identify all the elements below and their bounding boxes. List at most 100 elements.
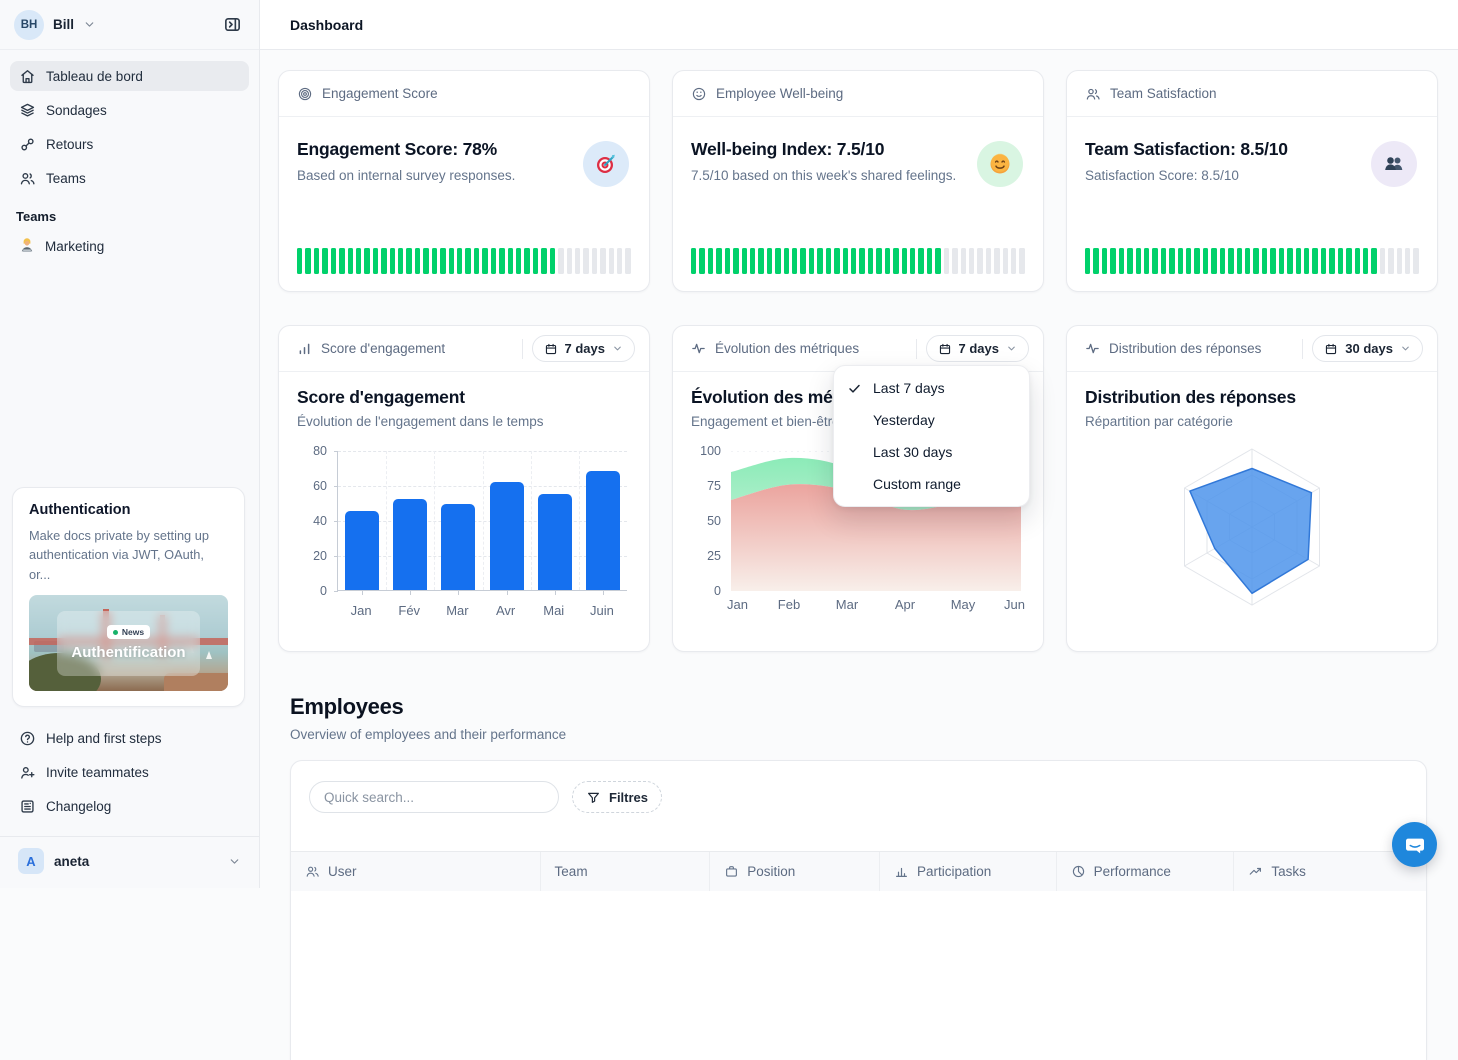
- progress-segment-filled: [859, 248, 865, 274]
- chevron-down-icon: [1400, 343, 1411, 354]
- y-axis-label: 50: [707, 514, 721, 528]
- sidebar-item-retours[interactable]: Retours: [10, 129, 249, 159]
- stat-body: Team Satisfaction: 8.5/10 Satisfaction S…: [1067, 117, 1437, 183]
- page-title: Dashboard: [290, 16, 364, 33]
- progress-segment-filled: [490, 248, 497, 274]
- sidebar-item-label: Teams: [46, 170, 86, 186]
- progress-bar: [691, 248, 1025, 274]
- users-icon: [305, 864, 320, 879]
- stat-title: Engagement Score: 78%: [297, 139, 498, 159]
- x-axis-label: Fév: [398, 603, 421, 618]
- bar: [585, 471, 620, 590]
- account-avatar: A: [18, 848, 44, 874]
- employees-subtitle: Overview of employees and their performa…: [290, 727, 567, 742]
- sidebar-item-marketing[interactable]: Marketing: [0, 231, 259, 261]
- search-input[interactable]: [309, 781, 559, 813]
- y-axis-label: 20: [313, 549, 327, 563]
- news-badge: News: [106, 625, 151, 640]
- date-range-button[interactable]: 30 days: [1312, 335, 1423, 362]
- y-axis-label: 60: [313, 479, 327, 493]
- progress-segment-filled: [741, 248, 747, 274]
- sidebar-item-help[interactable]: Help and first steps: [10, 723, 249, 753]
- column-header-tasks: Tasks: [1234, 852, 1426, 891]
- collapse-sidebar-button[interactable]: [217, 10, 247, 40]
- vertical-divider: [1302, 338, 1304, 359]
- mini-bars-icon: [297, 341, 312, 356]
- menu-item-yesterday[interactable]: Yesterday: [834, 404, 1029, 436]
- gridline: [530, 451, 532, 590]
- workspace-switcher[interactable]: BH Bill: [0, 0, 259, 50]
- account-menu[interactable]: A aneta: [10, 843, 249, 879]
- sidebar-item-label: Tableau de bord: [46, 68, 143, 84]
- chevron-down-icon: [612, 343, 623, 354]
- progress-segment-filled: [1118, 248, 1125, 274]
- progress-segment-filled: [1287, 248, 1293, 274]
- calendar-icon: [938, 342, 952, 356]
- progress-segment-filled: [1186, 248, 1192, 274]
- sidebar-item-sondages[interactable]: Sondages: [10, 95, 249, 125]
- menu-item-custom-range[interactable]: Custom range: [834, 468, 1029, 500]
- sidebar-item-changelog[interactable]: Changelog: [10, 791, 249, 821]
- progress-segment-empty: [1002, 248, 1009, 274]
- bar: [489, 481, 524, 590]
- progress-segment-filled: [1303, 248, 1310, 274]
- y-axis-label: 100: [700, 444, 721, 458]
- progress-segment-filled: [876, 248, 882, 274]
- axis-tick: [410, 591, 412, 595]
- authentication-promo-card[interactable]: Authentication Make docs private by sett…: [12, 487, 245, 707]
- progress-segment-filled: [355, 248, 362, 274]
- calendar-icon: [544, 342, 558, 356]
- menu-item-last-7-days[interactable]: Last 7 days: [834, 372, 1029, 404]
- date-range-button[interactable]: 7 days: [531, 335, 635, 362]
- y-axis-label: 25: [707, 549, 721, 563]
- card-header: Engagement Score: [279, 71, 649, 117]
- progress-segment-filled: [1371, 248, 1377, 274]
- chart-title: Distribution des réponses: [1085, 387, 1296, 407]
- sidebar-item-label: Changelog: [46, 798, 112, 814]
- sidebar-item-teams[interactable]: Teams: [10, 163, 249, 193]
- y-axis-label: 0: [714, 584, 721, 598]
- progress-segment-filled: [825, 248, 832, 274]
- filters-button[interactable]: Filtres: [572, 781, 663, 813]
- progress-segment-empty: [968, 248, 975, 274]
- progress-segment-empty: [1413, 248, 1419, 274]
- progress-segment-empty: [1396, 248, 1403, 274]
- progress-segment-filled: [800, 248, 806, 274]
- sidebar-item-invite[interactable]: Invite teammates: [10, 757, 249, 787]
- progress-segment-filled: [448, 248, 455, 274]
- progress-segment-filled: [1127, 248, 1133, 274]
- column-header-participation: Participation: [880, 852, 1057, 891]
- x-axis-label: Feb: [777, 597, 801, 612]
- axis-tick: [334, 451, 338, 452]
- progress-segment-empty: [1379, 248, 1386, 274]
- progress-segment-filled: [524, 248, 530, 274]
- column-label: Participation: [916, 864, 992, 879]
- chat-widget-button[interactable]: [1392, 822, 1437, 867]
- y-axis-label: 0: [320, 584, 327, 598]
- panel-collapse-icon: [223, 15, 242, 34]
- x-axis-label: Jun: [1004, 597, 1025, 612]
- sidebar-item-label: Invite teammates: [46, 764, 149, 780]
- progress-bar: [1085, 248, 1419, 274]
- stat-subtitle: Based on internal survey responses.: [297, 168, 516, 183]
- menu-item-last-30-days[interactable]: Last 30 days: [834, 436, 1029, 468]
- well-being-card: Employee Well-being Well-being Index: 7.…: [672, 70, 1044, 292]
- progress-segment-filled: [775, 248, 781, 274]
- progress-segment-filled: [1219, 248, 1226, 274]
- sidebar-item-tableau-de-bord[interactable]: Tableau de bord: [10, 61, 249, 91]
- teams-section-label: Teams: [16, 209, 57, 224]
- progress-segment-filled: [1152, 248, 1158, 274]
- main-content: Dashboard Engagement Score Engagement Sc…: [260, 0, 1458, 1060]
- area-chart: 0 25 50 75 100 Jan Feb Mar Apr May Jun: [691, 444, 1025, 635]
- progress-segment-filled: [733, 248, 739, 274]
- bar: [393, 499, 428, 590]
- date-range-button[interactable]: 7 days: [925, 335, 1029, 362]
- progress-segment-filled: [691, 248, 697, 274]
- progress-segment-filled: [1261, 248, 1268, 274]
- card-header-label: Évolution des métriques: [715, 341, 860, 356]
- axis-tick: [334, 591, 338, 592]
- card-header-label: Score d'engagement: [321, 341, 446, 356]
- progress-segment-empty: [625, 248, 631, 274]
- column-header-user: User: [291, 852, 541, 891]
- progress-segment-filled: [381, 248, 387, 274]
